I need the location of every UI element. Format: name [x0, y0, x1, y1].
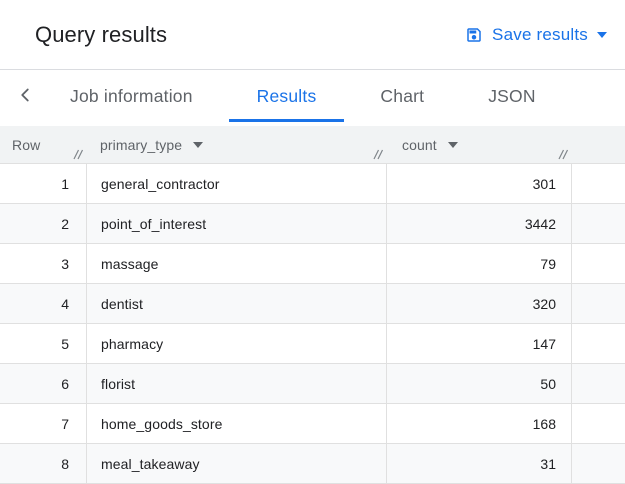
- primary-type-cell-value: point_of_interest: [101, 215, 207, 232]
- table-row: 8 meal_takeaway 31: [0, 444, 625, 484]
- table-row: 7 home_goods_store 168: [0, 404, 625, 444]
- column-header-count: count: [387, 126, 572, 163]
- row-number-cell: 6: [0, 364, 87, 403]
- count-cell: 168: [387, 404, 572, 443]
- count-cell: 301: [387, 164, 572, 203]
- primary-type-cell-value: massage: [101, 255, 159, 272]
- column-menu-caret-icon[interactable]: [193, 141, 204, 148]
- row-number-cell: 2: [0, 204, 87, 243]
- count-cell: 147: [387, 324, 572, 363]
- row-number-cell: 1: [0, 164, 87, 203]
- count-cell-value: 168: [532, 415, 556, 432]
- column-header-primary-type: primary_type: [87, 126, 387, 163]
- primary-type-cell-value: home_goods_store: [101, 415, 223, 432]
- row-number-cell: 7: [0, 404, 87, 443]
- column-resize-handle[interactable]: [372, 148, 384, 160]
- primary-type-cell-value: dentist: [101, 295, 143, 312]
- table-row: 1 general_contractor 301: [0, 164, 625, 204]
- primary-type-cell: florist: [87, 364, 387, 403]
- row-number-cell-value: 3: [61, 255, 69, 272]
- spacer-cell: [572, 284, 625, 323]
- chevron-left-icon: [14, 84, 36, 109]
- spacer-cell: [572, 444, 625, 483]
- spacer-cell: [572, 164, 625, 203]
- tab-bar: Job information Results Chart JSON: [0, 70, 625, 126]
- column-label: Row: [12, 136, 41, 153]
- primary-type-cell-value: pharmacy: [101, 335, 164, 352]
- column-resize-handle[interactable]: [72, 148, 84, 160]
- row-number-cell: 8: [0, 444, 87, 483]
- primary-type-cell-value: general_contractor: [101, 175, 220, 192]
- primary-type-cell: meal_takeaway: [87, 444, 387, 483]
- primary-type-cell-value: florist: [101, 375, 136, 392]
- row-number-cell: 4: [0, 284, 87, 323]
- column-header-spacer: [572, 126, 625, 163]
- table-row: 4 dentist 320: [0, 284, 625, 324]
- save-icon: [465, 26, 483, 44]
- back-button[interactable]: [8, 70, 42, 122]
- count-cell-value: 31: [540, 455, 556, 472]
- row-number-cell-value: 7: [61, 415, 69, 432]
- count-cell-value: 50: [540, 375, 556, 392]
- row-number-cell-value: 4: [61, 295, 69, 312]
- tab-chart[interactable]: Chart: [352, 70, 452, 122]
- primary-type-cell: home_goods_store: [87, 404, 387, 443]
- row-number-cell-value: 2: [61, 215, 69, 232]
- table-row: 6 florist 50: [0, 364, 625, 404]
- spacer-cell: [572, 324, 625, 363]
- count-cell: 3442: [387, 204, 572, 243]
- table-row: 3 massage 79: [0, 244, 625, 284]
- count-cell-value: 3442: [524, 215, 556, 232]
- title-bar: Query results Save results: [0, 0, 625, 70]
- count-cell-value: 301: [532, 175, 556, 192]
- spacer-cell: [572, 404, 625, 443]
- save-results-label: Save results: [492, 24, 588, 44]
- results-table: Row primary_type count 1 gene: [0, 126, 625, 484]
- count-cell: 320: [387, 284, 572, 323]
- table-header-row: Row primary_type count: [0, 126, 625, 164]
- dropdown-caret-icon: [597, 31, 607, 38]
- count-cell: 79: [387, 244, 572, 283]
- row-number-cell-value: 8: [61, 455, 69, 472]
- row-number-cell-value: 6: [61, 375, 69, 392]
- count-cell: 50: [387, 364, 572, 403]
- row-number-cell: 5: [0, 324, 87, 363]
- tab-json[interactable]: JSON: [460, 70, 563, 122]
- spacer-cell: [572, 244, 625, 283]
- column-label: primary_type: [100, 136, 183, 153]
- tab-job-information[interactable]: Job information: [42, 70, 221, 122]
- table-row: 2 point_of_interest 3442: [0, 204, 625, 244]
- primary-type-cell: pharmacy: [87, 324, 387, 363]
- primary-type-cell-value: meal_takeaway: [101, 455, 200, 472]
- primary-type-cell: dentist: [87, 284, 387, 323]
- count-cell-value: 147: [532, 335, 556, 352]
- primary-type-cell: general_contractor: [87, 164, 387, 203]
- spacer-cell: [572, 204, 625, 243]
- page-title: Query results: [35, 21, 168, 47]
- column-header-row: Row: [0, 126, 87, 163]
- primary-type-cell: point_of_interest: [87, 204, 387, 243]
- column-label: count: [402, 136, 437, 153]
- spacer-cell: [572, 364, 625, 403]
- count-cell-value: 320: [532, 295, 556, 312]
- table-body: 1 general_contractor 301 2 point_of_interest…: [0, 164, 625, 484]
- save-results-button[interactable]: Save results: [465, 25, 607, 45]
- table-row: 5 pharmacy 147: [0, 324, 625, 364]
- column-resize-handle[interactable]: [557, 148, 569, 160]
- row-number-cell-value: 1: [61, 175, 69, 192]
- count-cell-value: 79: [540, 255, 556, 272]
- column-menu-caret-icon[interactable]: [447, 141, 458, 148]
- primary-type-cell: massage: [87, 244, 387, 283]
- row-number-cell-value: 5: [61, 335, 69, 352]
- row-number-cell: 3: [0, 244, 87, 283]
- tab-results[interactable]: Results: [228, 70, 345, 122]
- count-cell: 31: [387, 444, 572, 483]
